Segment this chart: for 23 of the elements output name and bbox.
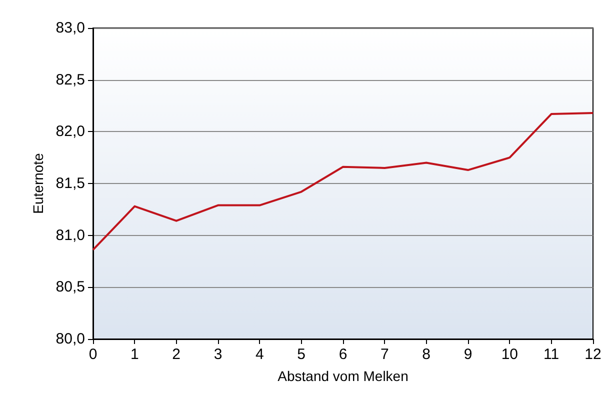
x-tick-label: 10 xyxy=(501,346,518,363)
y-tick-label: 82,0 xyxy=(56,123,85,140)
x-tick-label: 9 xyxy=(464,346,472,363)
y-tick-label: 81,5 xyxy=(56,175,85,192)
x-tick-label: 4 xyxy=(255,346,264,363)
line-series xyxy=(92,112,594,251)
y-tick-label: 81,0 xyxy=(56,226,85,244)
y-tick-label: 83,0 xyxy=(56,20,85,36)
y-axis-title: Euternote xyxy=(30,152,46,214)
y-tick-label: 80,0 xyxy=(56,330,85,348)
x-tick-label: 3 xyxy=(214,346,222,363)
x-tick-label: 2 xyxy=(172,346,181,363)
x-tick-label: 8 xyxy=(422,346,431,363)
y-tick-label: 82,5 xyxy=(56,71,85,88)
x-tick-label: 7 xyxy=(380,346,389,363)
x-tick-label: 6 xyxy=(338,346,348,363)
x-tick-label: 11 xyxy=(544,346,560,363)
x-axis-title: Abstand vom Melken xyxy=(278,368,408,384)
x-tick-label: 0 xyxy=(88,346,98,363)
x-tick-label: 1 xyxy=(130,346,139,363)
x-tick-label: 5 xyxy=(297,346,306,363)
y-tick-label: 80,5 xyxy=(56,278,85,296)
x-tick-label: 12 xyxy=(584,346,602,363)
